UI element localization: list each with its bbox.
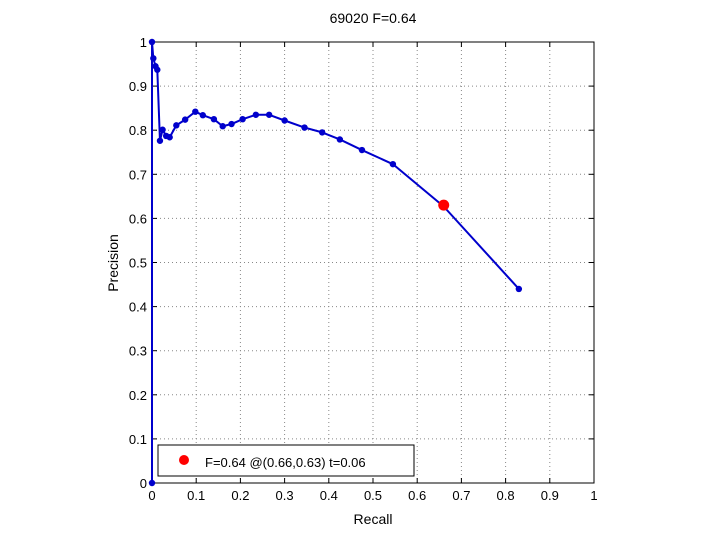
x-tick-label: 0: [148, 488, 155, 503]
y-tick-label: 0.2: [129, 388, 147, 403]
series-point: [199, 112, 207, 119]
series-point: [301, 124, 308, 131]
series-point: [281, 117, 288, 124]
series-point: [515, 285, 523, 293]
legend-label: F=0.64 @(0.66,0.63) t=0.06: [205, 455, 366, 470]
legend-marker: [179, 455, 189, 465]
series-point: [148, 479, 156, 487]
y-tick-label: 0.5: [129, 256, 147, 271]
x-axis-ticks: 0 0.1 0.2 0.3 0.4 0.5 0.6 0.7 0.8 0.9 1: [148, 42, 598, 503]
y-tick-label: 0.4: [129, 300, 147, 315]
x-tick-label: 0.5: [364, 488, 382, 503]
x-tick-label: 0.9: [541, 488, 559, 503]
series-point: [219, 123, 226, 130]
series-point: [192, 108, 199, 115]
series-point: [336, 136, 344, 143]
y-tick-label: 0.8: [129, 123, 147, 138]
x-tick-label: 1: [590, 488, 597, 503]
series-point: [210, 115, 218, 123]
series-point: [159, 126, 166, 133]
grid-lines: [152, 42, 594, 483]
y-tick-label: 0.7: [129, 167, 147, 182]
y-tick-label: 0.9: [129, 79, 147, 94]
series-point: [166, 134, 173, 141]
y-tick-label: 0.1: [129, 432, 147, 447]
x-tick-label: 0.2: [231, 488, 249, 503]
x-tick-label: 0.8: [497, 488, 515, 503]
series-group: [148, 38, 523, 487]
y-tick-label: 0.3: [129, 344, 147, 359]
series-point: [148, 38, 156, 46]
x-axis-label: Recall: [354, 511, 393, 527]
series-point: [150, 55, 157, 62]
x-tick-label: 0.1: [187, 488, 205, 503]
series-point: [239, 115, 246, 123]
chart-title: 69020 F=0.64: [330, 10, 417, 26]
best-f-marker: [438, 199, 450, 211]
series-point: [265, 111, 273, 118]
series-point: [181, 116, 189, 123]
legend: F=0.64 @(0.66,0.63) t=0.06: [157, 444, 415, 477]
series-point: [156, 137, 164, 144]
y-tick-label: 0: [140, 476, 147, 491]
highlight-group: [438, 199, 450, 211]
series-point: [252, 111, 260, 118]
x-tick-label: 0.7: [452, 488, 470, 503]
y-axis-ticks: 0 0.1 0.2 0.3 0.4 0.5 0.6 0.7 0.8 0.9 1: [129, 35, 594, 491]
x-tick-label: 0.6: [408, 488, 426, 503]
series-point: [173, 122, 180, 129]
legend-box: [157, 444, 415, 477]
y-tick-label: 0.6: [129, 211, 147, 226]
series-point: [318, 129, 326, 136]
y-axis-label: Precision: [105, 234, 121, 292]
x-tick-label: 0.3: [276, 488, 294, 503]
series-point: [358, 146, 366, 154]
series-point: [228, 120, 235, 128]
series-point: [389, 160, 397, 168]
x-tick-label: 0.4: [320, 488, 338, 503]
y-tick-label: 1: [140, 35, 147, 50]
series-point: [154, 66, 161, 73]
